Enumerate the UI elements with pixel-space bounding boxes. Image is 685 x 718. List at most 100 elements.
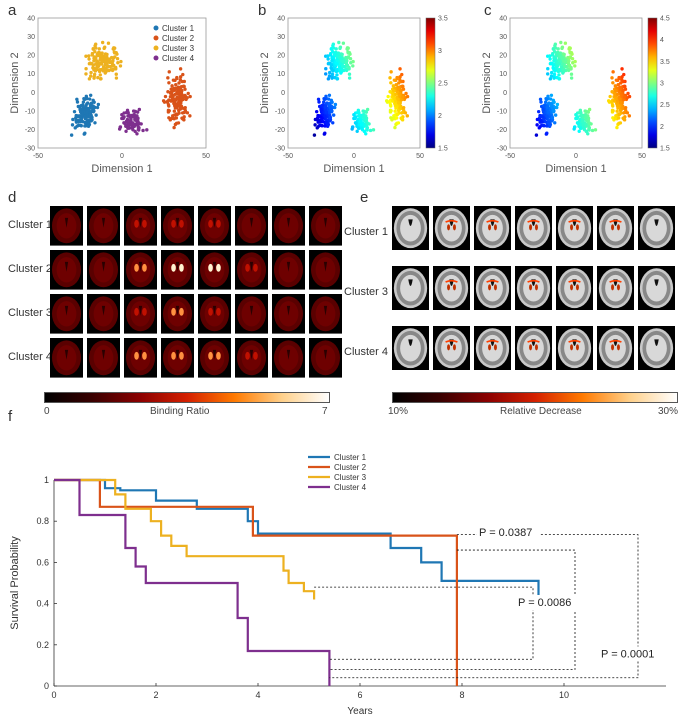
panel-d-row-label: Cluster 4 — [8, 351, 53, 363]
scatter-point — [610, 90, 614, 94]
brain-slice — [474, 326, 511, 371]
brain-slice — [87, 206, 120, 246]
y-tick-label: -10 — [275, 108, 285, 115]
scatter-point — [87, 77, 92, 81]
scatter-point — [319, 123, 324, 127]
scatter-point — [553, 121, 557, 125]
brain-slice — [50, 294, 83, 334]
colorbar — [647, 17, 658, 149]
scatter-point — [395, 90, 400, 94]
scatter-point — [396, 101, 400, 105]
scatter-point — [364, 124, 369, 129]
scatter-point — [86, 107, 91, 112]
scatter-point — [398, 106, 402, 110]
scatter-point — [568, 55, 573, 59]
scatter-point — [396, 97, 400, 101]
relative-decrease-label: Relative Decrease — [500, 406, 582, 417]
y-tick-label: 0.4 — [36, 599, 49, 609]
scatter-point — [104, 68, 109, 72]
y-tick-label: 30 — [27, 34, 35, 41]
x-tick-label: 50 — [638, 153, 646, 160]
scatter-point — [391, 116, 395, 121]
brain-slice — [161, 206, 194, 246]
y-tick-label: -20 — [25, 127, 35, 134]
brain-slice — [50, 338, 83, 378]
scatter-point — [328, 115, 333, 120]
brain-slice — [198, 338, 231, 378]
scatter-point — [174, 82, 178, 87]
scatter-point — [110, 68, 115, 73]
scatter-point — [396, 87, 401, 91]
scatter-point — [79, 103, 83, 108]
scatter-point — [166, 76, 170, 80]
scatter-point — [625, 111, 630, 115]
scatter-point — [394, 106, 399, 110]
scatter-point — [331, 113, 336, 117]
brain-slice — [198, 250, 231, 290]
scatter-point — [324, 67, 328, 71]
scatter-point — [331, 46, 336, 50]
scatter-point — [176, 121, 181, 125]
scatter-point — [622, 117, 626, 121]
scatter-point — [84, 94, 89, 99]
scatter-point — [393, 99, 398, 103]
colorbar-tick-label: 2 — [438, 113, 442, 120]
x-tick-label: -50 — [505, 153, 515, 160]
scatter-point — [388, 76, 392, 80]
panel-label-d: d — [8, 189, 17, 206]
scatter-point — [90, 106, 94, 110]
binding-ratio-max: 7 — [322, 406, 328, 417]
brain-slice — [309, 338, 342, 378]
scatter-point — [541, 123, 546, 127]
y-tick-label: 0 — [503, 90, 507, 97]
panel-label-f: f — [8, 408, 13, 425]
scatter-point — [364, 132, 368, 136]
y-tick-label: -30 — [497, 146, 507, 153]
scatter-point — [167, 104, 171, 108]
scatter-point — [351, 59, 355, 64]
x-tick-label: 50 — [416, 153, 424, 160]
scatter-point — [135, 132, 139, 136]
scatter-point — [561, 71, 565, 75]
scatter-point — [620, 78, 624, 82]
scatter-point — [172, 109, 177, 113]
scatter-point — [557, 67, 561, 72]
scatter-point — [351, 64, 355, 68]
scatter-point — [611, 70, 615, 74]
scatter-point — [356, 126, 361, 131]
y-tick-label: 1 — [44, 475, 49, 485]
scatter-point — [559, 65, 564, 69]
scatter-point — [627, 114, 632, 118]
scatter-point — [553, 69, 557, 73]
binding-ratio-label: Binding Ratio — [150, 406, 210, 417]
scatter-point — [320, 117, 324, 121]
scatter-point — [580, 119, 585, 123]
scatter-point — [136, 124, 140, 129]
scatter-point — [550, 115, 555, 120]
scatter-point — [575, 115, 579, 120]
scatter-point — [616, 106, 621, 110]
scatter-point — [555, 51, 559, 56]
x-axis-label: Years — [347, 706, 372, 717]
y-tick-label: -30 — [275, 146, 285, 153]
colorbar-tick-label: 1.5 — [438, 146, 448, 153]
scatter-point — [333, 51, 337, 56]
scatter-point — [328, 106, 332, 110]
survival-curve — [54, 478, 331, 686]
scatter-point — [129, 122, 134, 127]
scatter-point — [623, 110, 627, 115]
scatter-point — [316, 118, 320, 122]
scatter-point — [122, 121, 126, 125]
scatter-point — [611, 81, 615, 85]
scatter-point — [84, 72, 88, 76]
brain-slice — [272, 206, 305, 246]
y-tick-label: 10 — [27, 71, 35, 78]
scatter-point — [85, 101, 90, 105]
scatter-point — [398, 78, 402, 82]
scatter-point — [563, 60, 567, 64]
scatter-point — [312, 133, 317, 137]
scatter-point — [83, 105, 88, 109]
scatter-point — [174, 116, 179, 120]
scatter-point — [358, 119, 363, 123]
scatter-point — [555, 102, 560, 107]
